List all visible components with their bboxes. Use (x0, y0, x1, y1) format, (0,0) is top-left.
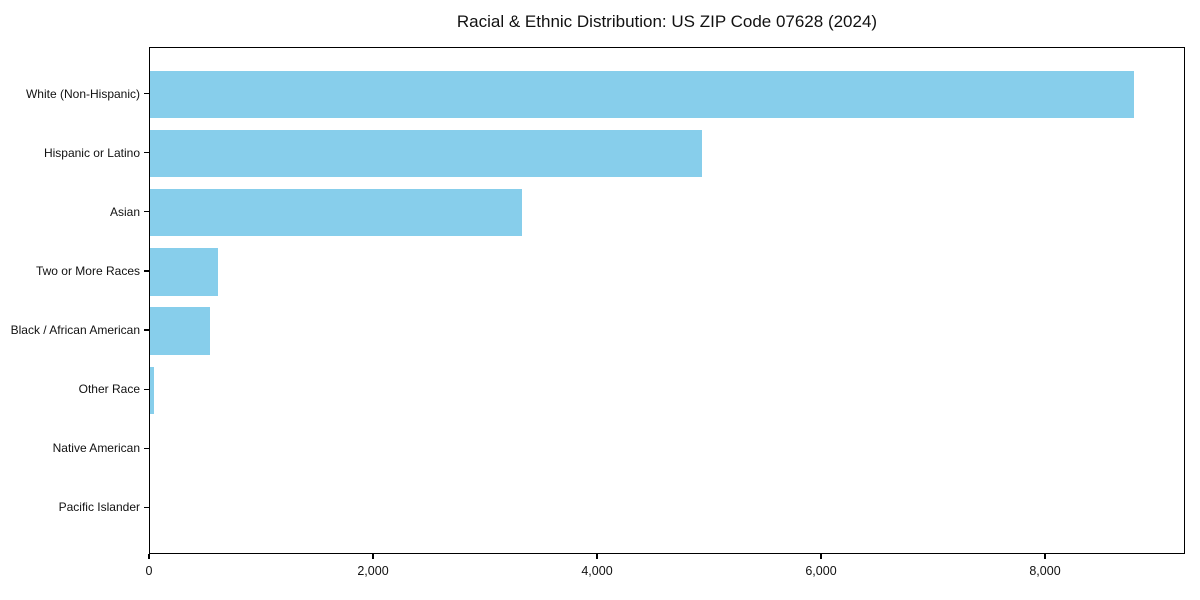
chart-title: Racial & Ethnic Distribution: US ZIP Cod… (456, 12, 878, 31)
plot-area (149, 47, 1185, 554)
y-tick-mark (144, 447, 149, 449)
bar (150, 130, 702, 178)
bar (150, 248, 219, 296)
x-tick-mark (820, 554, 822, 559)
y-tick-mark (144, 506, 149, 508)
bar (150, 307, 211, 355)
y-tick-label: Native American (52, 441, 140, 456)
bar (150, 366, 155, 414)
x-tick-label: 4,000 (581, 564, 613, 578)
x-tick-label: 8,000 (1029, 564, 1061, 578)
y-tick-label: Hispanic or Latino (43, 145, 140, 160)
bar (150, 71, 1134, 119)
x-tick-label: 0 (145, 564, 153, 578)
x-tick-label: 2,000 (357, 564, 389, 578)
y-tick-label: Pacific Islander (58, 500, 140, 515)
y-tick-mark (144, 211, 149, 213)
x-tick-mark (1044, 554, 1046, 559)
y-tick-label: Black / African American (10, 323, 140, 338)
y-tick-mark (144, 329, 149, 331)
x-tick-mark (596, 554, 598, 559)
y-tick-mark (144, 388, 149, 390)
x-tick-label: 6,000 (805, 564, 837, 578)
y-tick-mark (144, 270, 149, 272)
y-tick-label: Other Race (78, 382, 140, 397)
y-tick-mark (144, 152, 149, 154)
x-tick-mark (148, 554, 150, 559)
x-tick-mark (372, 554, 374, 559)
y-tick-label: White (Non-Hispanic) (25, 86, 140, 101)
y-tick-label: Asian (109, 204, 140, 219)
y-tick-mark (144, 93, 149, 95)
y-tick-label: Two or More Races (35, 263, 140, 278)
bar (150, 189, 522, 237)
